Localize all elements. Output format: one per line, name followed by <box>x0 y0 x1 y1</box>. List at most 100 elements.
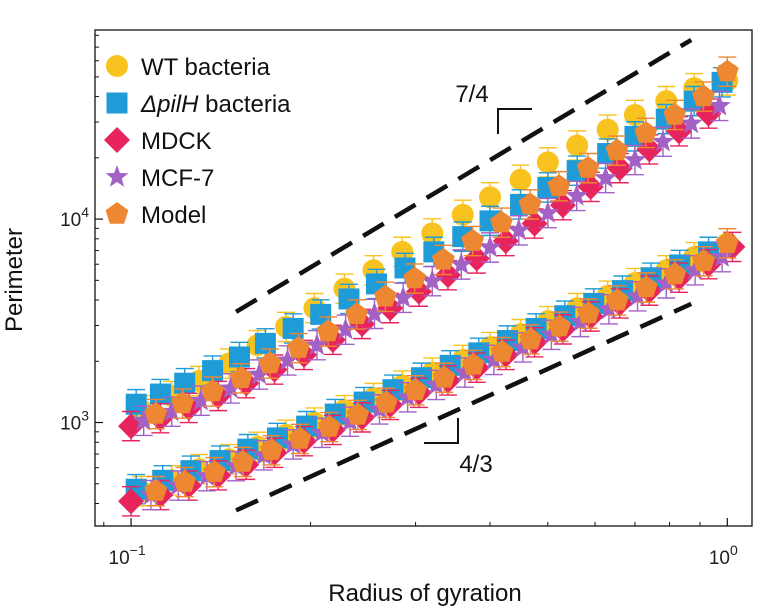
data-point <box>623 148 647 170</box>
data-point <box>228 346 250 368</box>
reference-line-1 <box>234 37 693 314</box>
data-point <box>521 210 548 237</box>
data-point <box>189 388 213 411</box>
x-tick-label: 100 <box>709 542 738 569</box>
x-tick-label: 10−1 <box>109 542 146 569</box>
data-point <box>345 302 369 325</box>
data-series <box>118 56 746 517</box>
data-point <box>288 427 312 449</box>
data-point <box>507 218 531 241</box>
data-point <box>519 327 543 350</box>
data-point <box>479 186 502 209</box>
data-point <box>679 111 703 134</box>
data-point <box>715 231 739 253</box>
data-point <box>338 288 360 310</box>
data-point <box>203 460 226 482</box>
data-point <box>654 271 678 294</box>
data-point <box>692 249 716 271</box>
data-point <box>623 103 646 126</box>
data-point <box>605 288 629 311</box>
data-point <box>247 362 271 385</box>
data-point <box>715 59 739 82</box>
data-point <box>421 222 444 245</box>
data-point <box>453 360 477 383</box>
y-tick-label: 104 <box>60 204 89 231</box>
data-point <box>482 348 506 370</box>
data-point <box>597 297 621 320</box>
data-point <box>144 479 168 501</box>
data-point <box>219 376 243 399</box>
data-point <box>202 360 224 382</box>
data-point <box>305 333 329 355</box>
data-point <box>144 402 168 424</box>
legend-marker <box>105 202 129 224</box>
data-point <box>125 393 147 415</box>
legend-entry: ΔpilH bacteria <box>140 91 291 118</box>
reference-line-2 <box>235 301 693 513</box>
legend-marker <box>105 165 129 187</box>
data-point <box>149 383 171 405</box>
data-point <box>432 365 456 388</box>
data-point <box>566 134 589 157</box>
data-point <box>287 336 310 358</box>
axes: 10−1 100 103 104 <box>60 34 738 569</box>
data-point <box>404 378 427 400</box>
data-point <box>260 438 283 460</box>
data-point <box>449 252 473 275</box>
data-point <box>201 379 224 402</box>
data-point <box>132 408 156 431</box>
slope-triangle-7-4 <box>497 108 532 134</box>
legend-entry: MDCK <box>141 128 212 155</box>
data-point <box>576 156 600 178</box>
data-point <box>310 303 332 325</box>
data-point <box>663 102 687 125</box>
legend-marker <box>106 92 128 114</box>
data-point <box>478 235 502 258</box>
data-point <box>540 322 563 345</box>
data-point <box>548 314 571 337</box>
data-point <box>316 319 340 342</box>
data-point <box>518 192 542 215</box>
legend: WT bacteria ΔpilH bacteria MDCK MCF-7 Model <box>104 54 291 229</box>
data-point <box>461 352 485 375</box>
legend-entry: Model <box>141 202 206 229</box>
data-point <box>420 269 444 291</box>
data-point <box>692 84 715 107</box>
legend-marker <box>104 127 130 153</box>
data-point <box>708 93 731 116</box>
data-point <box>171 391 194 414</box>
data-point <box>346 402 370 425</box>
data-point <box>634 275 658 298</box>
data-point <box>231 450 255 472</box>
data-point <box>229 366 253 388</box>
data-point <box>463 245 490 272</box>
data-point <box>258 351 282 374</box>
data-point <box>577 301 600 324</box>
data-point <box>547 174 571 196</box>
data-point <box>254 332 276 354</box>
data-point <box>374 390 398 413</box>
data-point <box>317 415 341 437</box>
slope-label-7-4: 7/4 <box>455 81 488 108</box>
data-point <box>282 317 304 339</box>
data-point <box>605 138 629 161</box>
y-axis-label: Perimeter <box>1 228 28 332</box>
legend-marker <box>106 55 128 77</box>
reference-slope-lines: 7/4 4/3 <box>234 37 693 513</box>
slope-label-4-3: 4/3 <box>459 451 492 478</box>
data-point <box>451 203 474 226</box>
data-point <box>118 488 145 515</box>
data-point <box>461 229 485 251</box>
slope-triangle-4-3 <box>424 418 459 444</box>
data-point <box>374 284 397 307</box>
x-axis-label: Radius of gyration <box>328 580 521 607</box>
data-point <box>490 340 514 362</box>
plot-area <box>94 29 753 527</box>
data-point <box>391 285 415 308</box>
data-point <box>509 168 532 191</box>
data-point <box>569 310 592 332</box>
data-point <box>536 201 560 223</box>
legend-entry: MCF-7 <box>141 165 214 192</box>
data-point <box>594 166 617 188</box>
